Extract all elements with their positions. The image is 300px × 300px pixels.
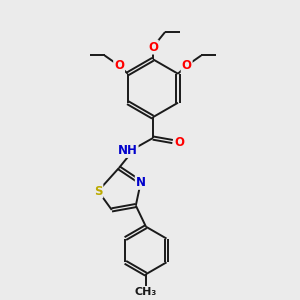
Text: O: O [114, 59, 124, 72]
Text: NH: NH [118, 144, 138, 157]
Text: N: N [136, 176, 146, 189]
Text: CH₃: CH₃ [135, 287, 157, 297]
Text: S: S [94, 184, 102, 198]
Text: O: O [182, 59, 192, 72]
Text: O: O [174, 136, 184, 149]
Text: O: O [148, 40, 158, 54]
